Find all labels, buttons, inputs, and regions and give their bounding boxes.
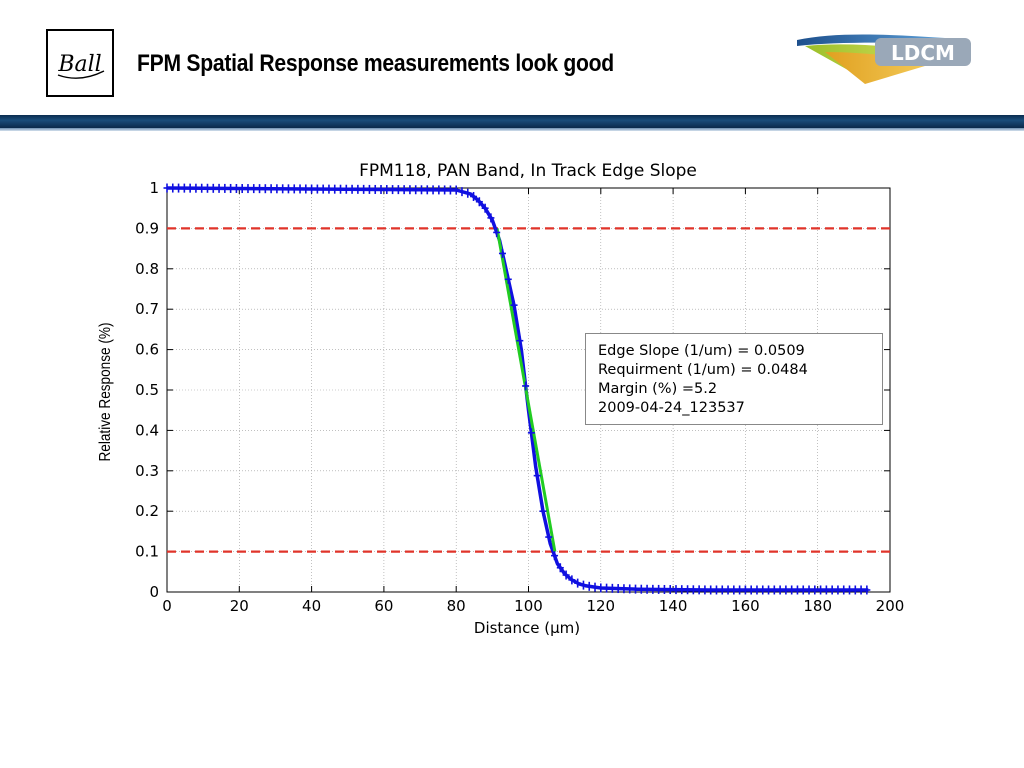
y-tick-label: 0: [149, 583, 159, 601]
ldcm-logo-text: LDCM: [891, 41, 955, 65]
y-tick-label: 0.8: [135, 260, 159, 278]
y-tick-label: 0.4: [135, 421, 159, 439]
y-tick-label: 0.7: [135, 300, 159, 318]
y-tick-label: 0.1: [135, 543, 159, 561]
y-tick-label: 0.9: [135, 219, 159, 237]
header-divider: [0, 115, 1024, 131]
x-tick-label: 0: [162, 597, 172, 615]
y-tick-label: 1: [149, 179, 159, 197]
marker-layer: [163, 183, 871, 595]
x-tick-label: 200: [876, 597, 905, 615]
y-axis-label: Relative Response (%): [97, 322, 114, 462]
ball-logo-script: Ball: [57, 52, 105, 79]
annotation-line-requirement: Requirment (1/um) = 0.0484: [598, 362, 808, 378]
y-tick-label: 0.5: [135, 381, 159, 399]
edge-slope-annotation: Edge Slope (1/um) = 0.0509 Requirment (1…: [585, 333, 883, 425]
annotation-line-edge-slope: Edge Slope (1/um) = 0.0509: [598, 343, 805, 359]
x-tick-label: 40: [302, 597, 321, 615]
svg-text:Ball: Ball: [57, 52, 101, 77]
annotation-line-margin: Margin (%) =5.2: [598, 381, 718, 397]
axis-ticks: 0 20 40 60 80 100 120 140 160 180 200 0 0.1 0.2 0.3 0.4…: [135, 179, 904, 615]
x-tick-label: 80: [447, 597, 466, 615]
chart-title: FPM118, PAN Band, In Track Edge Slope: [359, 161, 697, 181]
x-tick-label: 140: [659, 597, 688, 615]
ldcm-logo: LDCM: [797, 34, 971, 84]
x-axis-label: Distance (μm): [474, 619, 580, 637]
y-tick-label: 0.3: [135, 462, 159, 480]
x-tick-label: 120: [586, 597, 615, 615]
y-tick-label: 0.6: [135, 341, 159, 359]
x-tick-label: 20: [230, 597, 249, 615]
reference-lines: [167, 227, 890, 553]
y-tick-label: 0.2: [135, 502, 159, 520]
page-title: FPM Spatial Response measurements look g…: [137, 50, 614, 77]
annotation-line-timestamp: 2009-04-24_123537: [598, 400, 745, 416]
x-tick-label: 180: [803, 597, 832, 615]
x-tick-label: 60: [374, 597, 393, 615]
x-tick-label: 160: [731, 597, 760, 615]
ball-logo: Ball: [46, 29, 114, 97]
x-tick-label: 100: [514, 597, 543, 615]
